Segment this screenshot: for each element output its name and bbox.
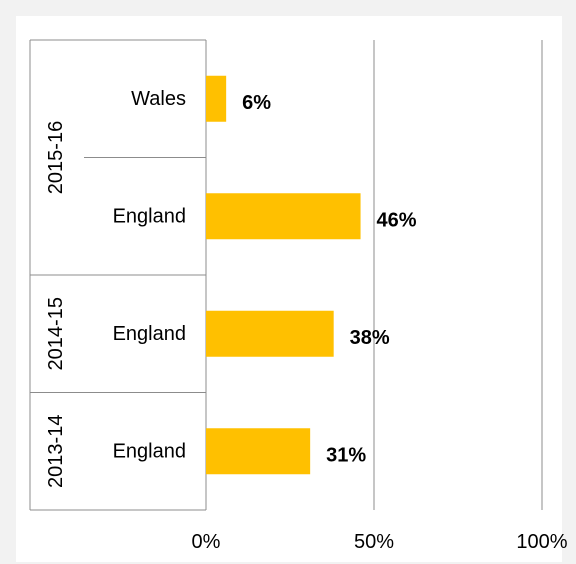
data-label-2014-15-england: 38% xyxy=(350,327,390,349)
chart-area: 0% 50% 100% 2015-16 2014-15 2013-14 Wales 6% Eng… xyxy=(16,16,568,562)
bar-2014-15-england xyxy=(206,310,334,357)
data-label-2015-16-england: 46% xyxy=(377,209,417,231)
bar-2013-14-england xyxy=(206,428,311,475)
data-label-2013-14-england: 31% xyxy=(326,444,366,466)
bar-2015-16-wales xyxy=(206,75,227,122)
x-tick-label-1: 50% xyxy=(354,531,394,553)
category-label-2014-15-england: England xyxy=(113,323,186,345)
group-label-2014-15: 2014-15 xyxy=(45,297,67,370)
category-label-2015-16-england: England xyxy=(113,205,186,227)
group-label-2013-14: 2013-14 xyxy=(45,415,67,488)
data-label-2015-16-wales: 6% xyxy=(242,92,271,114)
x-tick-label-2: 100% xyxy=(516,531,567,553)
bars xyxy=(206,75,361,475)
group-label-2015-16: 2015-16 xyxy=(45,121,67,194)
x-tick-label-0: 0% xyxy=(192,531,221,553)
labels: 0% 50% 100% 2015-16 2014-15 2013-14 Wales 6% Eng… xyxy=(45,88,568,553)
bar-2015-16-england xyxy=(206,193,361,240)
category-label-2013-14-england: England xyxy=(113,440,186,462)
category-label-2015-16-wales: Wales xyxy=(131,88,186,110)
